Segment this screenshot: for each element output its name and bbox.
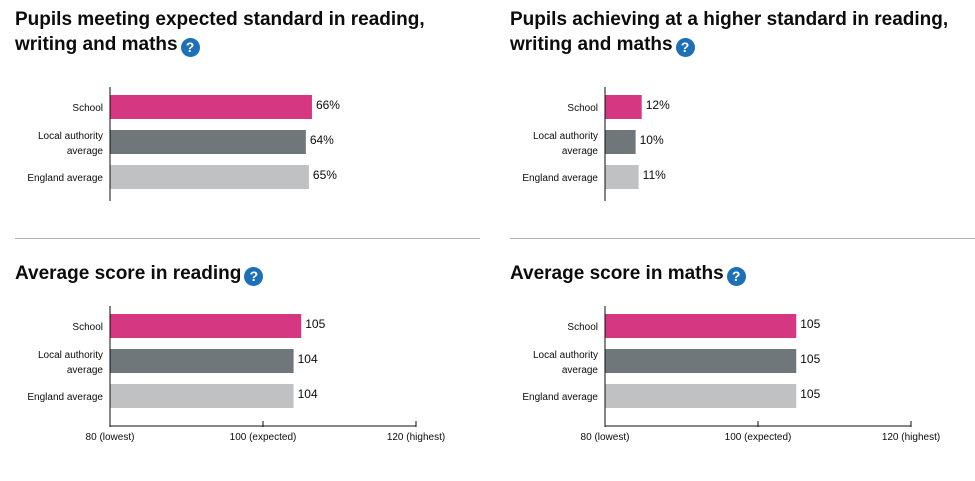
question-circle-icon[interactable]: ? — [675, 38, 695, 57]
bar-chart-higher-standard: School 12% Local authority average 10% Englan… — [522, 87, 670, 201]
bar-chart-reading-score: School 105 Local authority average 104 Englan… — [27, 306, 445, 443]
value-label: 104 — [298, 387, 318, 401]
category-label: England average — [27, 173, 103, 184]
bar-england — [605, 165, 639, 189]
bar-local-authority — [110, 130, 306, 154]
bar-england — [110, 165, 309, 189]
x-tick-label: 100 (expected) — [725, 432, 792, 443]
x-tick-label: 120 (highest) — [387, 432, 445, 443]
value-label: 105 — [305, 317, 325, 331]
question-circle-icon[interactable]: ? — [244, 267, 264, 286]
category-label: Local authority average — [38, 350, 103, 376]
panel-title-text: Average score in reading — [15, 263, 242, 284]
panel-title-text: Pupils meeting expected standard in read… — [15, 9, 425, 55]
category-label: School — [72, 322, 103, 333]
bar-chart-expected-standard: School 66% Local authority average 64% Englan… — [27, 87, 340, 201]
value-label: 10% — [640, 133, 664, 147]
bar-school — [605, 95, 642, 119]
value-label: 64% — [310, 133, 334, 147]
panel-maths-score: Average score in maths? School 105 Local a… — [510, 261, 975, 471]
bar-england — [605, 384, 797, 408]
panel-title: Pupils meeting expected standard in read… — [15, 7, 485, 57]
bar-local-authority — [110, 349, 294, 373]
value-label: 105 — [800, 352, 820, 366]
bar-school — [605, 314, 797, 338]
panel-expected-standard: Pupils meeting expected standard in read… — [15, 7, 485, 232]
panel-title: Average score in reading? — [15, 261, 485, 286]
category-label: Local authority average — [533, 350, 598, 376]
panel-title: Pupils achieving at a higher standard in… — [510, 7, 975, 57]
bar-local-authority — [605, 130, 636, 154]
category-label: England average — [522, 392, 598, 403]
category-label: School — [567, 103, 598, 114]
bar-chart-maths-score: School 105 Local authority average 105 Englan… — [522, 306, 940, 443]
x-tick-label: 80 (lowest) — [581, 432, 630, 443]
divider — [15, 238, 480, 239]
value-label: 11% — [643, 168, 666, 182]
value-label: 104 — [298, 352, 318, 366]
value-label: 105 — [800, 387, 820, 401]
category-label: Local authority average — [38, 131, 103, 157]
x-tick-label: 80 (lowest) — [86, 432, 135, 443]
bar-school — [110, 95, 312, 119]
category-label: England average — [27, 392, 103, 403]
x-tick-label: 100 (expected) — [230, 432, 297, 443]
bar-school — [110, 314, 302, 338]
panel-title-text: Pupils achieving at a higher standard in… — [510, 9, 949, 55]
category-label: England average — [522, 173, 598, 184]
x-tick-label: 120 (highest) — [882, 432, 940, 443]
question-circle-icon[interactable]: ? — [180, 38, 200, 57]
value-label: 66% — [316, 98, 340, 112]
panel-title: Average score in maths? — [510, 261, 975, 286]
bar-england — [110, 384, 294, 408]
bar-local-authority — [605, 349, 797, 373]
value-label: 65% — [313, 168, 337, 182]
panel-title-text: Average score in maths — [510, 263, 724, 284]
question-circle-icon[interactable]: ? — [726, 267, 746, 286]
category-label: School — [72, 103, 103, 114]
value-label: 12% — [646, 98, 670, 112]
category-label: Local authority average — [533, 131, 598, 157]
panel-higher-standard: Pupils achieving at a higher standard in… — [510, 7, 975, 232]
category-label: School — [567, 322, 598, 333]
divider — [510, 238, 975, 239]
value-label: 105 — [800, 317, 820, 331]
panel-reading-score: Average score in reading? School 105 Local… — [15, 261, 485, 471]
